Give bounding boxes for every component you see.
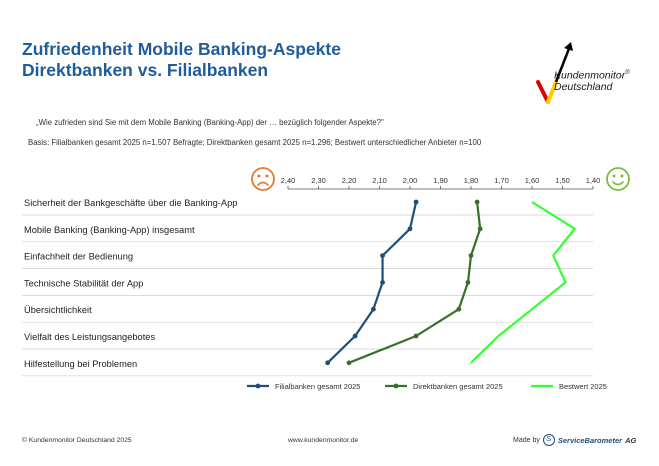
data-point — [468, 253, 474, 258]
x-tick-label: 2,00 — [403, 176, 418, 185]
page-title: Zufriedenheit Mobile Banking-Aspekte Dir… — [22, 39, 341, 81]
made-by-suffix: AG — [625, 435, 637, 445]
legend-label: Bestwert 2025 — [559, 382, 607, 391]
category-label: Hilfestellung bei Problemen — [24, 359, 137, 369]
survey-question: „Wie zufrieden sind Sie mit dem Mobile B… — [36, 118, 384, 127]
logo-check-yellow — [546, 80, 558, 104]
x-tick-label: 1,90 — [433, 176, 448, 185]
data-point — [474, 199, 480, 205]
category-label: Sicherheit der Bankgeschäfte über die Ba… — [24, 198, 237, 208]
logo-registered: ® — [625, 70, 630, 76]
data-point — [352, 333, 358, 339]
footer-url[interactable]: www.kundenmonitor.de — [288, 437, 359, 444]
logo-arrowhead — [564, 42, 573, 51]
title-line-2: Direktbanken vs. Filialbanken — [22, 60, 269, 80]
logo-line-2: Deutschland — [554, 80, 613, 93]
category-label: Mobile Banking (Banking-App) insgesamt — [24, 225, 195, 235]
logo-check-red — [536, 80, 550, 104]
servicebarometer-icon: S — [542, 434, 555, 446]
category-label: Technische Stabilität der App — [24, 278, 143, 288]
x-tick-label: 1,80 — [464, 176, 479, 185]
data-point — [413, 333, 419, 339]
data-point — [456, 306, 462, 312]
legend-label: Direktbanken gesamt 2025 — [413, 382, 503, 391]
x-tick-label: 2,20 — [342, 176, 357, 185]
legend-swatch-marker — [255, 383, 261, 389]
data-point — [325, 360, 331, 366]
x-tick-label: 2,30 — [311, 176, 326, 185]
series-line — [326, 201, 418, 364]
series-line — [348, 201, 482, 364]
sad-face-icon — [251, 167, 275, 191]
data-point — [407, 226, 413, 232]
data-point — [380, 253, 385, 258]
x-tick-label: 1,70 — [494, 176, 509, 185]
title-line-1: Zufriedenheit Mobile Banking-Aspekte — [22, 39, 341, 59]
made-by-label: Made by — [513, 436, 540, 444]
legend-label: Filialbanken gesamt 2025 — [275, 382, 360, 391]
x-tick-label: 2,40 — [281, 176, 296, 185]
x-tick-label: 1,50 — [555, 176, 570, 185]
x-tick-label: 2,10 — [372, 176, 387, 185]
kundenmonitor-logo — [536, 42, 573, 104]
category-label: Vielfalt des Leistungsangebotes — [24, 332, 155, 342]
data-point — [465, 280, 471, 285]
made-by: Made by S ServiceBarometer AG — [513, 434, 636, 446]
data-point — [346, 360, 352, 366]
made-by-company: ServiceBarometer — [557, 435, 623, 445]
logo-text: Kundenmonitor® Deutschland — [554, 68, 630, 93]
x-tick-label: 1,40 — [586, 176, 601, 185]
logo-line-1: Kundenmonitor — [554, 69, 626, 82]
data-point — [477, 226, 483, 232]
legend-swatch-marker — [393, 383, 399, 389]
series-line — [470, 201, 576, 364]
happy-face-icon — [606, 167, 630, 191]
data-point — [380, 280, 385, 285]
logo-arrow — [554, 45, 572, 83]
sample-basis: Basis: Filialbanken gesamt 2025 n=1.507 … — [28, 138, 482, 147]
category-label: Übersichtlichkeit — [24, 305, 92, 315]
x-tick-label: 1,60 — [525, 176, 540, 185]
category-label: Einfachheit der Bedienung — [24, 252, 133, 262]
data-point — [413, 199, 419, 205]
footer-copyright: © Kundenmonitor Deutschland 2025 — [22, 437, 132, 444]
data-point — [371, 306, 376, 312]
